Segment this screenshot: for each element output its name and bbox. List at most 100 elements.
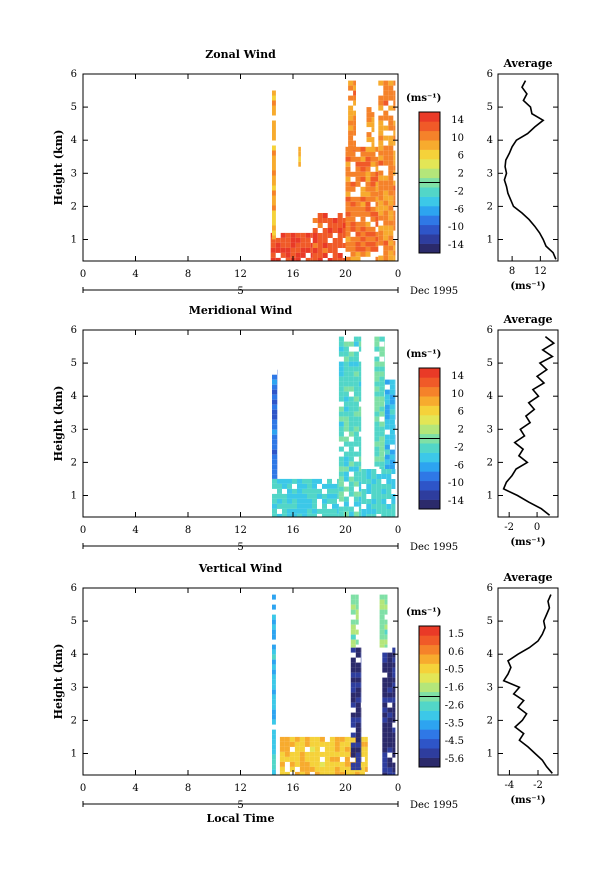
heatmap-cell	[383, 115, 389, 121]
heatmap-cell	[393, 255, 396, 261]
heatmap-cell	[272, 729, 276, 735]
heatmap-cell	[348, 351, 354, 357]
heatmap-cell	[353, 481, 359, 487]
heatmap-cells	[272, 594, 396, 775]
heatmap-cell	[327, 488, 332, 494]
heatmap-cell	[307, 503, 312, 509]
heatmap-cell	[383, 90, 389, 96]
heatmap-cell	[270, 247, 276, 253]
heatmap-cell	[343, 366, 349, 372]
colorbar-swatch	[419, 377, 440, 388]
heatmap-cell	[272, 619, 276, 625]
y-tick-label: 3	[71, 682, 77, 693]
heatmap-cell	[312, 218, 318, 223]
heatmap-cell	[374, 401, 380, 407]
heatmap-cell	[375, 181, 379, 187]
heatmap-cell	[379, 609, 385, 615]
heatmap-cell	[353, 416, 359, 422]
colorbar-swatch	[419, 757, 440, 768]
heatmap-cell	[332, 483, 337, 489]
heatmap-cell	[392, 647, 396, 653]
colorbar-tick-label: -6	[454, 460, 464, 471]
heatmap-cell	[370, 171, 376, 177]
colorbar-swatch	[419, 682, 440, 693]
heatmap-cell	[343, 406, 349, 412]
heatmap-cell	[371, 137, 375, 143]
heatmap-cell	[376, 499, 382, 504]
heatmap-cell	[350, 732, 356, 738]
y-tick-label: 1	[71, 748, 77, 759]
heatmap-cell	[294, 771, 300, 775]
heatmap-cell	[366, 504, 372, 509]
heatmap-cell	[343, 426, 349, 432]
heatmap-cell	[360, 146, 366, 152]
heatmap-cell	[350, 211, 356, 217]
x-tick-label: 12	[234, 783, 247, 794]
heatmap-cell	[366, 132, 372, 138]
heatmap-cell	[394, 439, 396, 445]
heatmap-cell	[392, 682, 396, 688]
heatmap-cell	[379, 346, 385, 352]
heatmap-cell	[355, 697, 361, 703]
heatmap-cell	[297, 498, 302, 504]
heatmap-cell	[382, 652, 388, 658]
heatmap-cell	[289, 751, 295, 757]
heatmap-cell	[332, 253, 338, 258]
heatmap-cell	[343, 351, 349, 357]
heatmap-cell	[393, 250, 396, 256]
heatmap-cell	[393, 200, 396, 206]
heatmap-cell	[350, 747, 356, 753]
heatmap-cell	[337, 218, 343, 223]
heatmap-cell	[350, 156, 356, 162]
heatmap-cell	[294, 741, 300, 747]
colorbar-swatch	[419, 748, 440, 758]
colorbar-swatch	[419, 206, 440, 216]
heatmap-cell	[384, 594, 388, 600]
heatmap-cell	[350, 717, 356, 723]
heatmap-cell	[282, 508, 287, 514]
heatmap-cell	[379, 639, 385, 645]
colorbar-swatch	[419, 673, 440, 683]
heatmap-cell	[350, 186, 356, 192]
heatmap-cell	[375, 171, 379, 177]
heatmap-cell	[393, 90, 396, 96]
colorbar-unit: (ms⁻¹)	[406, 607, 441, 618]
heatmap-cell	[394, 444, 396, 450]
heatmap-cell	[355, 161, 361, 167]
heatmap-cell	[289, 766, 295, 772]
heatmap-cell	[345, 236, 351, 242]
heatmap-cell	[364, 766, 368, 772]
heatmap-cell	[376, 479, 382, 484]
heatmap-cell	[339, 751, 345, 757]
heatmap-cell	[360, 166, 366, 172]
heatmap-cell	[391, 469, 396, 474]
heatmap-cell	[360, 206, 366, 212]
heatmap-cell	[338, 371, 344, 377]
heatmap-cell	[381, 504, 387, 509]
heatmap-cell	[307, 498, 312, 504]
heatmap-cell	[304, 756, 310, 762]
heatmap-cell	[384, 461, 385, 467]
heatmap-cell	[388, 135, 394, 141]
heatmap-cell	[350, 687, 356, 693]
heatmap-cell	[338, 511, 344, 517]
heatmap-cell	[343, 381, 349, 387]
heatmap-cell	[361, 489, 367, 494]
heatmap-cell	[343, 356, 349, 362]
heatmap-cell	[378, 140, 384, 146]
heatmap-cell	[338, 476, 344, 482]
heatmap-cell	[394, 449, 396, 455]
heatmap-cell	[392, 747, 396, 753]
heatmap-cell	[381, 499, 387, 504]
heatmap-cell	[272, 739, 276, 745]
heatmap-cell	[348, 491, 354, 497]
heatmap-cell	[383, 245, 389, 251]
colorbar-swatch	[419, 738, 440, 749]
profile-y-tick-label: 2	[487, 457, 493, 468]
heatmap-cell	[360, 672, 362, 678]
heatmap-cell	[370, 161, 376, 167]
heatmap-cell	[350, 672, 356, 678]
y-tick-label: 5	[71, 102, 77, 113]
heatmap-cell	[344, 741, 350, 747]
